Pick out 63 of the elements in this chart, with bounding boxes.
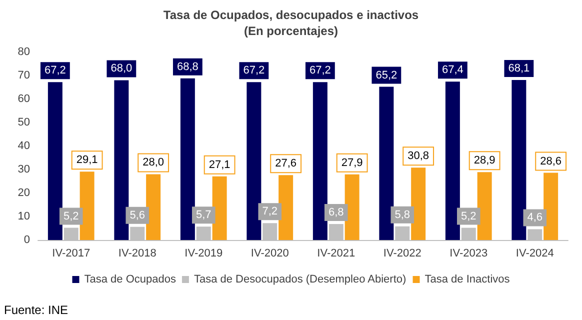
legend-label: Tasa de Desocupados (Desempleo Abierto) [194,274,406,286]
bar [312,82,328,240]
data-label: 5,8 [394,208,410,221]
data-label: 68,0 [110,62,132,75]
x-tick-label: IV-2023 [450,248,488,260]
data-label: 27,9 [341,156,363,169]
data-label: 68,1 [508,62,530,74]
bar [114,80,129,240]
y-tick-label: 70 [18,70,30,82]
data-label: 5,6 [130,209,146,222]
data-label: 7,2 [262,206,278,218]
x-tick-label: IV-2017 [52,248,90,260]
data-label: 65,2 [376,69,398,82]
y-tick-label: 0 [24,234,30,246]
y-tick-label: 80 [18,46,30,58]
y-tick-label: 30 [18,164,30,176]
data-label: 5,2 [63,210,79,222]
bar [212,176,227,240]
chart-subtitle: (En porcentajes) [244,24,338,38]
bar [379,86,394,240]
data-label: 28,0 [142,156,164,169]
bar [246,82,262,240]
data-label: 67,2 [44,64,66,77]
x-tick-label: IV-2019 [184,248,223,260]
y-tick-label: 40 [18,140,30,152]
bar [411,168,426,240]
data-label: 6,8 [328,206,344,219]
bar [544,172,558,240]
x-tick-label: IV-2022 [383,248,422,260]
bar [146,174,161,240]
y-tick-label: 20 [18,187,30,199]
x-tick-label: IV-2021 [317,248,356,260]
x-tick-label: IV-2018 [118,248,156,260]
bar [80,172,94,240]
data-label: 67,4 [442,64,464,76]
bar [477,172,492,240]
data-label: 67,2 [309,64,331,77]
data-label: 68,8 [176,60,198,73]
x-tick-label: IV-2020 [250,248,289,260]
legend-label: Tasa de Inactivos [424,274,510,286]
data-label: 28,9 [474,154,496,167]
data-label: 30,8 [408,150,430,162]
bar [445,82,460,240]
y-tick-label: 10 [18,210,30,222]
data-label: 5,2 [460,210,476,222]
data-label: 27,6 [275,158,297,170]
bar [278,175,294,240]
y-tick-label: 50 [18,116,30,128]
chart-title: Tasa de Ocupados, desocupados e inactivos [163,8,419,22]
bar [48,82,62,240]
data-label: 4,6 [527,212,543,224]
bar [344,174,360,240]
bar [180,78,195,240]
data-label: 5,7 [196,209,212,222]
data-label: 29,1 [76,154,98,166]
data-label: 67,2 [243,64,265,77]
source-note: Fuente: INE [4,303,68,317]
data-label: 27,1 [208,158,230,171]
bar [512,80,526,240]
y-tick-label: 60 [18,93,30,105]
data-label: 28,6 [540,155,562,168]
legend-label: Tasa de Ocupados [84,274,176,286]
x-tick-label: IV-2024 [516,248,554,260]
